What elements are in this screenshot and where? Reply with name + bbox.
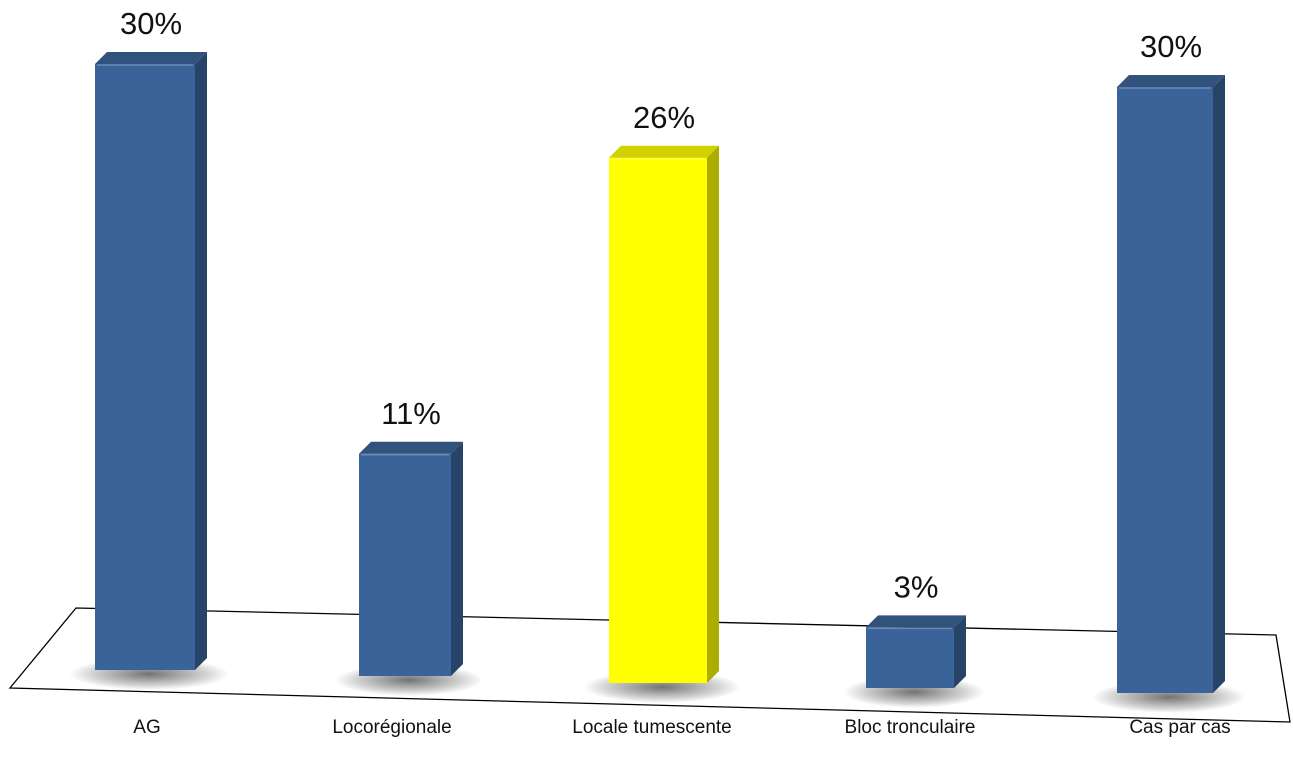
bar-top	[609, 145, 719, 158]
category-label: Locorégionale	[332, 717, 451, 738]
category-label: Bloc tronculaire	[845, 717, 976, 738]
category-label: Cas par cas	[1129, 717, 1230, 738]
bar-side	[451, 441, 463, 676]
data-label: 30%	[120, 6, 182, 41]
data-label: 30%	[1140, 29, 1202, 64]
data-label: 26%	[633, 100, 695, 135]
bar-top	[866, 615, 966, 628]
category-labels-group: AG Locorégionale Locale tumescente Bloc tro…	[133, 717, 1230, 738]
bar-front	[609, 157, 707, 684]
bar-side	[1213, 75, 1225, 693]
bar-front	[95, 64, 195, 670]
bar-front	[866, 627, 954, 688]
bars-group	[95, 52, 1225, 693]
data-label: 11%	[381, 396, 441, 431]
data-label: 3%	[894, 569, 939, 604]
bar-front	[359, 453, 451, 676]
bar	[95, 52, 207, 670]
bar-front	[1117, 87, 1213, 693]
bar	[866, 615, 966, 688]
category-label: AG	[133, 717, 160, 738]
bar	[359, 441, 463, 676]
category-label: Locale tumescente	[572, 717, 732, 738]
bar-top	[95, 52, 207, 64]
bar-side	[954, 615, 966, 688]
bar-side	[707, 145, 719, 684]
bar-top	[359, 441, 463, 454]
bar-side	[195, 52, 207, 670]
value-labels-group: 30% 11% 26% 3% 30%	[120, 6, 1202, 604]
bar	[1117, 75, 1225, 693]
bar	[609, 145, 719, 684]
bar-top	[1117, 75, 1225, 87]
